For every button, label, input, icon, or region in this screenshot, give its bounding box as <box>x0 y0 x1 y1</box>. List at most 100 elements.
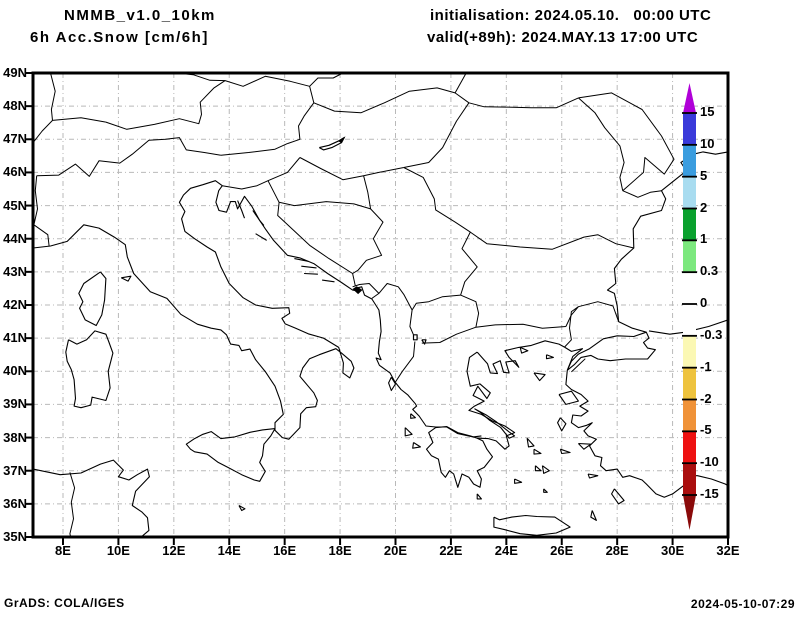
lon-label: 18E <box>328 543 352 558</box>
country-border <box>403 167 634 250</box>
colorbar-segment <box>683 431 696 464</box>
lat-label: 47N <box>3 131 27 147</box>
filled-water-feature <box>337 136 346 144</box>
country-border <box>50 73 56 121</box>
lat-label: 48N <box>3 98 27 114</box>
colorbar-tick-label: 0 <box>700 295 708 310</box>
colorbar-segment <box>683 208 696 241</box>
coastline <box>301 265 317 269</box>
country-border <box>105 73 344 130</box>
country-border <box>411 294 461 311</box>
coastline <box>545 354 554 360</box>
colorbar-tick-label: 10 <box>700 135 715 151</box>
country-border <box>299 157 404 181</box>
colorbar-tick-label: -0.3 <box>700 326 723 342</box>
lat-label: 40N <box>3 363 27 379</box>
lat-label: 49N <box>3 65 27 80</box>
coastlines-and-borders <box>33 73 728 537</box>
lon-label: 8E <box>55 543 71 558</box>
coastline <box>590 510 597 521</box>
lat-label: 45N <box>3 197 27 213</box>
coastline <box>33 459 150 537</box>
coastline <box>294 258 309 262</box>
colorbar-segment <box>683 399 696 432</box>
filled-water-feature <box>352 286 363 295</box>
lat-label: 42N <box>3 297 27 312</box>
lon-label: 22E <box>439 543 463 558</box>
country-border <box>403 102 470 168</box>
colorbar-tick-label: -1 <box>700 358 712 374</box>
lat-label: 36N <box>3 495 27 511</box>
coastline <box>559 448 571 455</box>
coastline <box>526 437 535 448</box>
coastline <box>304 272 318 275</box>
country-border <box>222 157 301 190</box>
coastline <box>541 465 550 474</box>
coastline <box>185 428 276 482</box>
lon-label: 28E <box>605 543 629 558</box>
lake-outline <box>421 339 427 345</box>
graticule-grid <box>33 73 728 537</box>
product-title: 6h Acc.Snow [cm/6h] <box>30 29 209 46</box>
coastline <box>412 442 421 449</box>
country-border <box>378 283 414 335</box>
coastline <box>425 426 494 488</box>
country-border <box>352 208 384 274</box>
coastline <box>493 514 571 536</box>
coastline <box>519 346 529 354</box>
country-border <box>220 143 288 156</box>
colorbar-segment <box>683 463 696 496</box>
lon-label: 10E <box>106 543 130 558</box>
colorbar-tick-label: -5 <box>700 422 712 438</box>
init-time-label: initialisation: 2024.05.10. 00:00 UTC <box>430 7 712 24</box>
colorbar-tick-label: 2 <box>700 199 708 215</box>
lat-label: 37N <box>3 462 27 478</box>
colorbar-tick-label: -2 <box>700 390 712 406</box>
valid-time-label: valid(+89h): 2024.MAY.13 17:00 UTC <box>427 29 699 46</box>
coastline <box>78 271 107 327</box>
colorbar-arrow-bottom <box>683 495 696 530</box>
coastline <box>578 442 592 450</box>
colorbar-segment <box>683 304 696 337</box>
lake-outline <box>412 334 418 341</box>
model-title: NMMB_v1.0_10km <box>64 7 216 24</box>
coastline <box>533 372 546 382</box>
country-border <box>421 323 566 344</box>
colorbar-segment <box>683 272 696 305</box>
country-border <box>363 175 372 209</box>
lat-label: 38N <box>3 429 27 445</box>
coastline <box>557 417 567 432</box>
country-border <box>371 292 380 299</box>
colorbar-segment <box>683 144 696 178</box>
country-border <box>454 92 579 109</box>
colorbar-arrow-top <box>683 83 696 113</box>
colorbar-segment <box>683 240 696 273</box>
country-border <box>622 190 662 198</box>
colorbar-tick-label: 0.3 <box>700 263 719 279</box>
coastline <box>543 488 548 493</box>
lat-label: 44N <box>3 230 27 246</box>
colorbar-tick-label: 1 <box>700 231 708 247</box>
country-border <box>460 294 480 328</box>
coastline <box>566 331 656 371</box>
coastline <box>476 493 482 500</box>
creation-timestamp: 2024-05-10-07:29 <box>690 597 795 611</box>
country-border <box>33 120 53 143</box>
coastline <box>33 180 355 440</box>
colorbar-tick-label: -10 <box>700 454 719 470</box>
country-border <box>277 202 356 286</box>
colorbar-tick-label: 15 <box>700 104 715 119</box>
coastline <box>388 377 397 392</box>
country-border <box>69 472 76 537</box>
coastline <box>611 488 625 505</box>
country-border <box>564 306 579 348</box>
coastline <box>404 427 413 437</box>
country-border <box>36 137 221 177</box>
coastline <box>565 370 728 498</box>
lat-label: 39N <box>3 396 27 412</box>
coastline <box>252 210 265 226</box>
lon-label: 24E <box>494 543 518 558</box>
lon-label: 14E <box>217 543 241 558</box>
